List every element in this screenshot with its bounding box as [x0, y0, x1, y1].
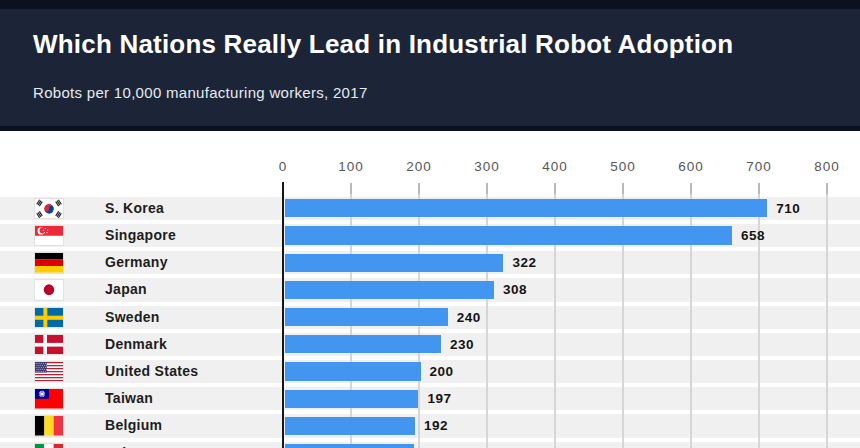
country-label: United States [105, 360, 198, 383]
value-bar [285, 444, 414, 448]
country-label: Singapore [105, 224, 176, 247]
chart-row: Japan 308 [0, 278, 860, 301]
country-label: Taiwan [105, 387, 153, 410]
x-tick-mark [418, 183, 420, 194]
x-tick-label: 400 [520, 159, 590, 174]
south-korea-flag-icon [35, 199, 63, 219]
value-label: 192 [424, 414, 448, 437]
value-bar [285, 417, 416, 435]
x-tick-label: 0 [248, 159, 318, 174]
singapore-flag-icon [35, 226, 63, 246]
germany-flag-icon [35, 253, 63, 273]
x-tick-label: 700 [724, 159, 794, 174]
infographic-canvas: Which Nations Really Lead in Industrial … [0, 0, 860, 448]
x-tick-mark [554, 183, 556, 194]
value-label: 200 [430, 360, 454, 383]
value-bar [285, 254, 504, 272]
x-tick-label: 600 [656, 159, 726, 174]
value-bar [285, 281, 494, 299]
value-label: 658 [741, 224, 765, 247]
x-tick-mark [690, 183, 692, 194]
gridline [486, 184, 488, 448]
value-label: 230 [450, 333, 474, 356]
chart-row: Taiwan 197 [0, 387, 860, 410]
chart-row: Singapore 658 [0, 224, 860, 247]
header-band: Which Nations Really Lead in Industrial … [0, 0, 860, 131]
value-bar [285, 308, 448, 326]
x-tick-label: 100 [316, 159, 386, 174]
x-tick-label: 300 [452, 159, 522, 174]
value-label: 322 [512, 251, 536, 274]
x-tick-mark [622, 183, 624, 194]
belgium-flag-icon [35, 416, 63, 436]
value-label: 190 [423, 442, 447, 448]
italy-flag-icon [35, 444, 63, 448]
x-tick-mark [486, 183, 488, 194]
value-bar [285, 362, 421, 380]
chart-row: Germany 322 [0, 251, 860, 274]
value-bar [285, 199, 768, 217]
gridline [826, 184, 828, 448]
x-tick-mark [350, 183, 352, 194]
value-label: 308 [503, 278, 527, 301]
header-bottom-strip [0, 126, 860, 131]
country-label: S. Korea [105, 197, 164, 220]
chart-title: Which Nations Really Lead in Industrial … [33, 29, 733, 60]
gridline [690, 184, 692, 448]
x-tick-mark [758, 183, 760, 194]
country-label: Japan [105, 278, 147, 301]
taiwan-flag-icon [35, 389, 63, 409]
x-tick-mark [826, 183, 828, 194]
value-label: 240 [457, 306, 481, 329]
country-label: Denmark [105, 333, 167, 356]
value-bar [285, 226, 732, 244]
value-label: 197 [427, 387, 451, 410]
chart-row: S. Korea 710 [0, 197, 860, 220]
sweden-flag-icon [35, 308, 63, 328]
chart-row: United States 200 [0, 360, 860, 383]
x-tick-label: 800 [792, 159, 860, 174]
japan-flag-icon [35, 280, 63, 300]
x-tick-label: 500 [588, 159, 658, 174]
country-label: Sweden [105, 306, 160, 329]
value-bar [285, 335, 441, 353]
chart-row: Sweden 240 [0, 306, 860, 329]
united-states-flag-icon [35, 362, 63, 382]
denmark-flag-icon [35, 335, 63, 355]
country-label: Germany [105, 251, 168, 274]
chart-row: Denmark 230 [0, 333, 860, 356]
chart-row: Italy 190 [0, 442, 860, 448]
chart-row: Belgium 192 [0, 414, 860, 437]
country-label: Italy [105, 442, 135, 448]
chart-subtitle: Robots per 10,000 manufacturing workers,… [33, 84, 368, 101]
header-top-strip [0, 0, 860, 9]
country-label: Belgium [105, 414, 162, 437]
gridline [622, 184, 624, 448]
gridline [554, 184, 556, 448]
value-bar [285, 390, 419, 408]
x-tick-label: 200 [384, 159, 454, 174]
value-label: 710 [776, 197, 800, 220]
zero-axis-line [282, 182, 285, 448]
